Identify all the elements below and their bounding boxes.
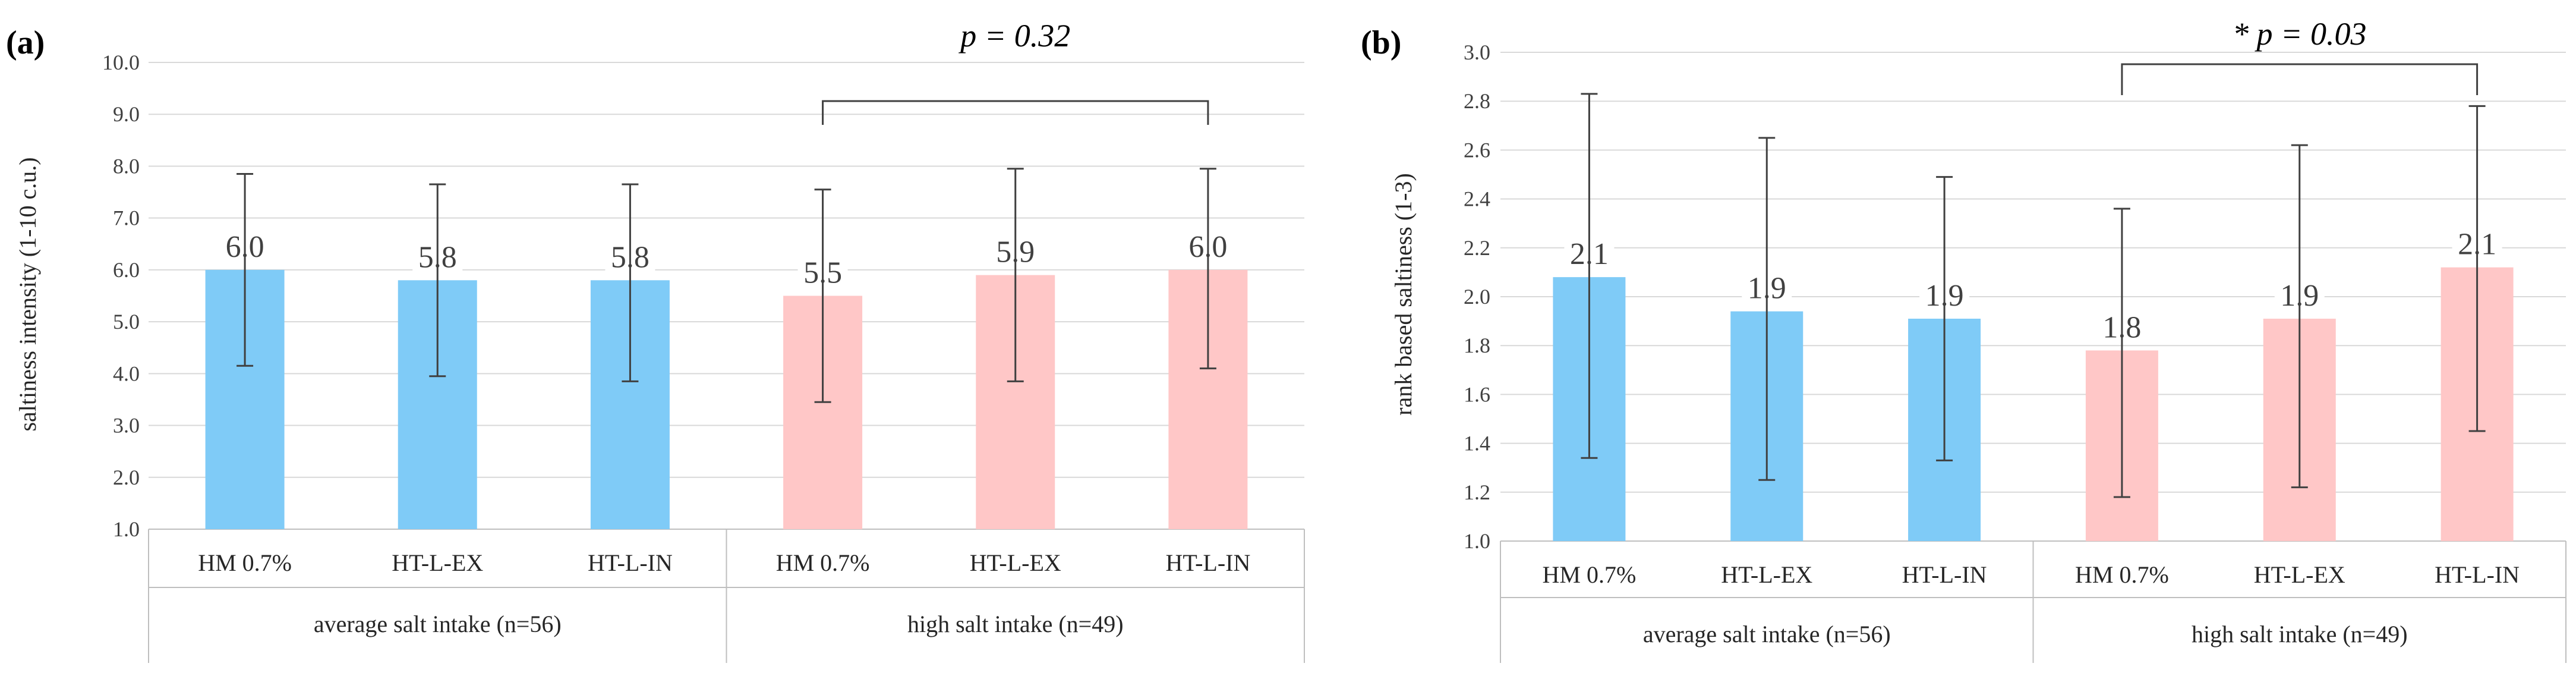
y-tick-label: 2.8 (1464, 89, 1490, 113)
category-label: HM 0.7% (1543, 561, 1637, 588)
y-tick-label: 3.0 (1464, 40, 1490, 64)
panel-label: (a) (6, 24, 45, 61)
significance-bracket (822, 100, 1209, 125)
group-label: high salt intake (n=49) (2192, 621, 2408, 647)
category-label: HT-L-EX (392, 549, 483, 576)
category-label: HT-L-IN (588, 549, 673, 576)
significance-annotation: p = 0.32 (958, 18, 1070, 54)
y-tick-label: 2.2 (1464, 236, 1490, 260)
y-tick-label: 10.0 (102, 51, 140, 74)
category-label: HT-L-IN (1902, 561, 1987, 588)
y-axis-label: rank based saltiness (1-3) (1390, 173, 1417, 416)
significance-annotation: * p = 0.03 (2233, 16, 2366, 52)
y-tick-label: 8.0 (113, 154, 140, 178)
y-tick-label: 2.6 (1464, 138, 1490, 162)
panel-a: 1.0 2.0 3.0 4.0 5.0 6.0 7.0 8.0 9.0 10.0 average s… (6, 18, 1305, 663)
y-tick-label: 1.2 (1464, 480, 1490, 504)
category-label: HM 0.7% (2075, 561, 2169, 588)
y-tick-label: 1.6 (1464, 382, 1490, 406)
y-axis-label: saltiness intensity (1-10 c.u.) (14, 157, 41, 431)
group-label: average salt intake (n=56) (314, 611, 562, 637)
y-tick-label: 1.4 (1464, 432, 1490, 455)
y-tick-label: 4.0 (113, 361, 140, 385)
y-tick-label: 3.0 (113, 414, 140, 438)
panel-b: 1.0 1.2 1.4 1.6 1.8 2.0 2.2 2.4 2.6 2.8 3.0 average… (1361, 16, 2566, 663)
y-tick-label: 5.0 (113, 310, 140, 334)
group-label: high salt intake (n=49) (907, 611, 1124, 637)
category-label: HT-L-IN (2435, 561, 2520, 588)
y-tick-label: 1.8 (1464, 334, 1490, 357)
y-tick-label: 1.0 (113, 517, 140, 541)
y-tick-label: 2.0 (1464, 285, 1490, 309)
category-label: HT-L-EX (970, 549, 1061, 576)
category-label: HM 0.7% (776, 549, 870, 576)
y-tick-label: 6.0 (113, 258, 140, 282)
y-tick-label: 9.0 (113, 102, 140, 126)
category-label: HT-L-IN (1165, 549, 1250, 576)
category-label: HM 0.7% (198, 549, 292, 576)
y-tick-label: 2.4 (1464, 187, 1490, 211)
significance-bracket (2121, 63, 2479, 95)
category-label: HT-L-EX (2254, 561, 2345, 588)
category-label: HT-L-EX (1721, 561, 1812, 588)
y-tick-label: 1.0 (1464, 529, 1490, 553)
y-tick-label: 2.0 (113, 466, 140, 489)
group-label: average salt intake (n=56) (1643, 621, 1891, 647)
panel-label: (b) (1361, 24, 1401, 61)
y-tick-label: 7.0 (113, 206, 140, 230)
